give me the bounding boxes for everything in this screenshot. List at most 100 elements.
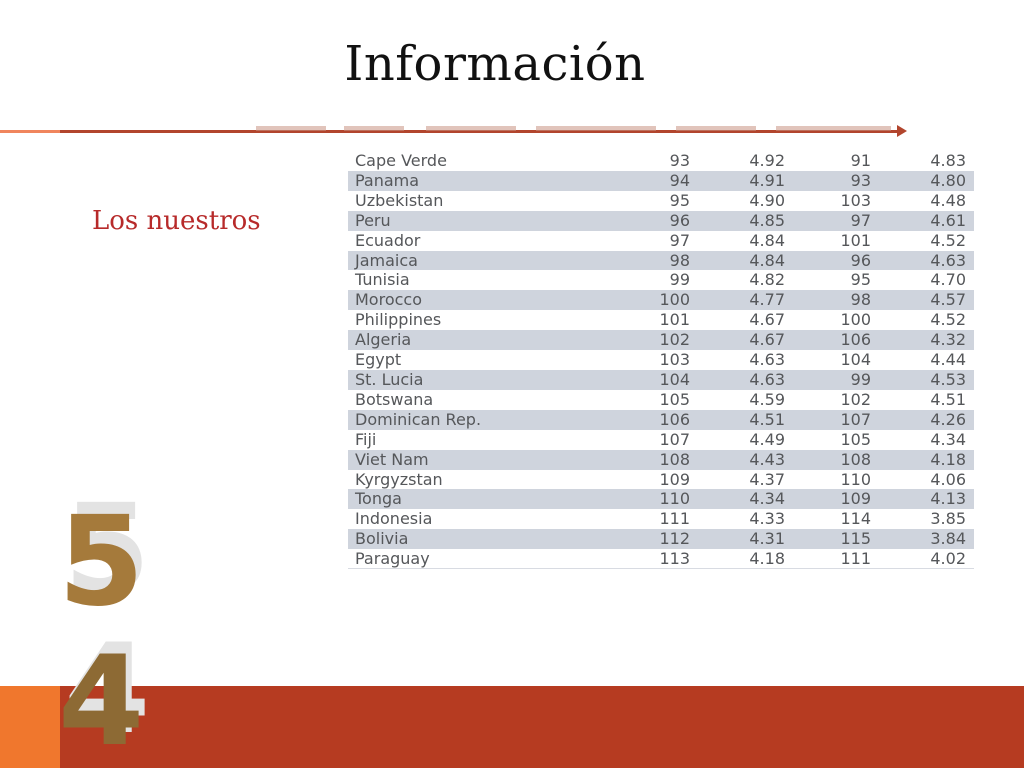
rank-cell: 106: [605, 409, 690, 430]
country-cell: Tunisia: [355, 270, 410, 290]
score-cell: 4.84: [690, 250, 785, 271]
table-row: Jamaica 98 4.84 96 4.63: [348, 250, 974, 271]
table-row: Botswana 105 4.59 102 4.51: [348, 390, 974, 410]
country-cell: Ecuador: [355, 230, 421, 250]
prev-score-cell: 4.70: [930, 270, 966, 290]
score-cell: 4.90: [749, 190, 785, 210]
country-cell: Philippines: [355, 310, 442, 330]
table-row: Kyrgyzstan 109 4.37 110 4.06: [348, 470, 974, 490]
prev-rank-cell: 105: [840, 429, 871, 449]
score-cell: 4.91: [690, 170, 785, 191]
prev-score-cell: 4.26: [871, 409, 974, 430]
table-row: Morocco 100 4.77 98 4.57: [348, 290, 974, 311]
rank-cell: 104: [605, 369, 690, 390]
prev-rank-cell: 96: [785, 250, 871, 271]
score-cell: 4.92: [749, 151, 785, 170]
footer-accent: [0, 686, 60, 768]
prev-rank-cell: 115: [785, 529, 871, 550]
prev-rank-cell: 103: [840, 190, 871, 210]
prev-score-cell: 4.57: [871, 290, 974, 311]
prev-score-cell: 4.34: [930, 429, 966, 449]
country-cell: Indonesia: [355, 509, 433, 529]
ranking-table-body: Cape Verde 93 4.92 91 4.83 Panama 94 4.91 93 4.80…: [348, 151, 974, 569]
rank-cell: 107: [659, 429, 690, 449]
score-cell: 4.18: [749, 549, 785, 569]
table-row: Philippines 101 4.67 100 4.52: [348, 310, 974, 330]
title-rule: [60, 130, 898, 133]
table-row: Uzbekistan 95 4.90 103 4.48: [348, 191, 974, 211]
title-rule-accent: [0, 130, 62, 133]
prev-score-cell: 4.02: [930, 549, 966, 569]
rank-cell: 100: [605, 290, 690, 311]
score-cell: 4.34: [690, 489, 785, 510]
prev-rank-cell: 97: [785, 210, 871, 231]
prev-score-cell: 4.48: [930, 190, 966, 210]
prev-score-cell: 4.18: [871, 449, 974, 470]
prev-score-cell: 4.61: [871, 210, 974, 231]
table-row: Egypt 103 4.63 104 4.44: [348, 350, 974, 370]
prev-rank-cell: 110: [840, 469, 871, 489]
rank-cell: 110: [605, 489, 690, 510]
country-cell: Peru: [348, 210, 605, 231]
table-row: Indonesia 111 4.33 114 3.85: [348, 509, 974, 529]
country-cell: Egypt: [355, 350, 402, 370]
table-row: Fiji 107 4.49 105 4.34: [348, 430, 974, 450]
country-cell: Kyrgyzstan: [355, 469, 443, 489]
country-cell: Botswana: [355, 389, 434, 409]
country-cell: Panama: [348, 170, 605, 191]
prev-rank-cell: 102: [840, 389, 871, 409]
country-cell: Uzbekistan: [355, 190, 444, 210]
score-cell: 4.51: [690, 409, 785, 430]
prev-score-cell: 4.52: [930, 230, 966, 250]
table-row: Dominican Rep. 106 4.51 107 4.26: [348, 409, 974, 430]
prev-score-cell: 4.32: [871, 330, 974, 351]
prev-rank-cell: 107: [785, 409, 871, 430]
rank-cell: 112: [605, 529, 690, 550]
prev-rank-cell: 108: [785, 449, 871, 470]
country-cell: Algeria: [348, 330, 605, 351]
score-cell: 4.67: [749, 310, 785, 330]
prev-score-cell: 3.85: [930, 509, 966, 529]
prev-rank-cell: 106: [785, 330, 871, 351]
rank-cell: 97: [669, 230, 690, 250]
ranking-table-crop: Cape Verde 93 4.92 91 4.83 Panama 94 4.91 93 4.80…: [348, 151, 974, 569]
rank-cell: 93: [669, 151, 690, 170]
prev-rank-cell: 98: [785, 290, 871, 311]
prev-rank-cell: 104: [840, 350, 871, 370]
table-row: Ecuador 97 4.84 101 4.52: [348, 231, 974, 251]
rank-cell: 105: [659, 389, 690, 409]
score-cell: 4.84: [749, 230, 785, 250]
prev-score-cell: 3.84: [871, 529, 974, 550]
prev-score-cell: 4.52: [930, 310, 966, 330]
score-cell: 4.63: [749, 350, 785, 370]
prev-score-cell: 4.83: [930, 151, 966, 170]
country-cell: St. Lucia: [348, 369, 605, 390]
score-cell: 4.63: [690, 369, 785, 390]
table-row: Peru 96 4.85 97 4.61: [348, 210, 974, 231]
score-cell: 4.31: [690, 529, 785, 550]
table-row: Cape Verde 93 4.92 91 4.83: [348, 151, 974, 171]
country-cell: Jamaica: [348, 250, 605, 271]
prev-score-cell: 4.51: [930, 389, 966, 409]
country-cell: Fiji: [355, 429, 377, 449]
prev-score-cell: 4.44: [930, 350, 966, 370]
rank-cell: 103: [659, 350, 690, 370]
rank-cell: 113: [659, 549, 690, 569]
score-cell: 4.77: [690, 290, 785, 311]
prev-rank-cell: 93: [785, 170, 871, 191]
rank-cell: 109: [659, 469, 690, 489]
score-cell: 4.49: [749, 429, 785, 449]
country-cell: Bolivia: [348, 529, 605, 550]
prev-rank-cell: 109: [785, 489, 871, 510]
prev-rank-cell: 91: [850, 151, 871, 170]
rank-cell: 98: [605, 250, 690, 271]
table-row: Tunisia 99 4.82 95 4.70: [348, 270, 974, 290]
prev-rank-cell: 100: [840, 310, 871, 330]
page-number-digit-shadow: 5: [64, 478, 151, 622]
rank-cell: 99: [669, 270, 690, 290]
ranking-table: Cape Verde 93 4.92 91 4.83 Panama 94 4.91 93 4.80…: [348, 151, 974, 569]
rank-cell: 108: [605, 449, 690, 470]
prev-rank-cell: 101: [840, 230, 871, 250]
rule-arrow-icon: [897, 125, 907, 137]
table-row: St. Lucia 104 4.63 99 4.53: [348, 369, 974, 390]
